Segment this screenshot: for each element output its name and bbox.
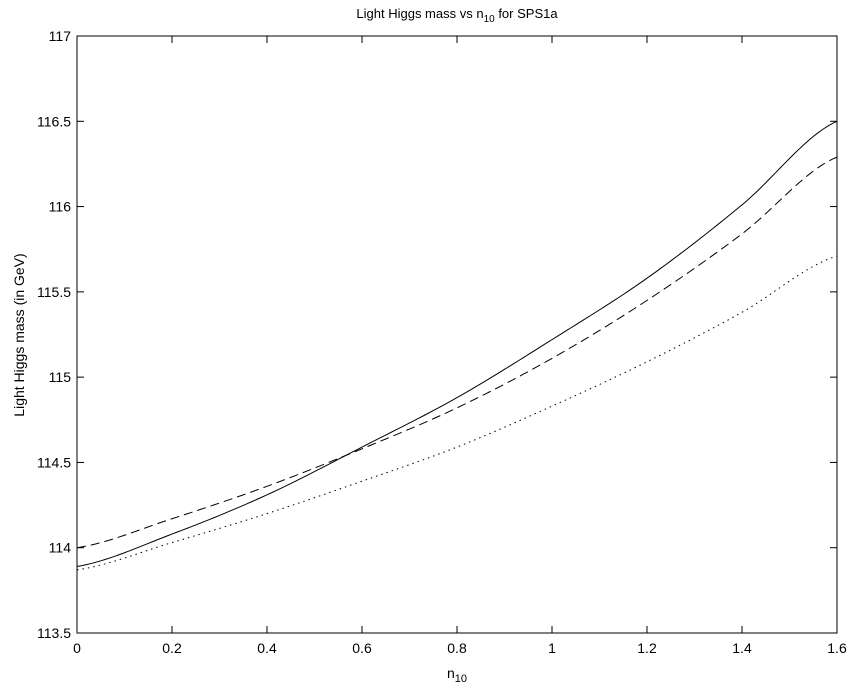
y-axis-label: Light Higgs mass (in GeV) xyxy=(11,253,27,416)
x-tick-label: 1.2 xyxy=(637,640,657,656)
series-line-dashed xyxy=(76,156,838,549)
x-tick-label: 0.8 xyxy=(447,640,467,656)
y-tick-label: 114 xyxy=(49,540,72,556)
plot-frame xyxy=(76,35,838,634)
y-tick-label: 117 xyxy=(49,28,72,44)
x-tick-label: 0.2 xyxy=(162,640,182,656)
series-line-dotted xyxy=(76,255,838,571)
y-tick-label: 116.5 xyxy=(37,113,71,129)
x-tick-label: 0.4 xyxy=(257,640,277,656)
y-tick-label: 114.5 xyxy=(37,454,71,470)
y-tick-label: 115.5 xyxy=(37,284,71,300)
y-axis-ticks: 113.5 114 114.5 115 115.5 116 116.5 117 xyxy=(37,28,837,641)
x-axis-label: n10 xyxy=(447,665,467,685)
x-tick-label: 1.6 xyxy=(827,640,847,656)
x-tick-label: 0 xyxy=(73,640,81,656)
x-axis-ticks: 0 0.2 0.4 0.6 0.8 1 1.2 1.4 1.6 xyxy=(73,36,847,656)
y-tick-label: 115 xyxy=(49,369,72,385)
x-tick-label: 1.4 xyxy=(732,640,752,656)
y-tick-label: 113.5 xyxy=(37,625,71,641)
plot-area-border xyxy=(76,35,838,634)
series-line-solid xyxy=(76,120,838,567)
chart-title: Light Higgs mass vs n10 for SPS1a xyxy=(356,6,558,25)
series-layer xyxy=(76,120,838,571)
x-tick-label: 1 xyxy=(548,640,556,656)
y-tick-label: 116 xyxy=(49,199,72,215)
x-tick-label: 0.6 xyxy=(352,640,372,656)
